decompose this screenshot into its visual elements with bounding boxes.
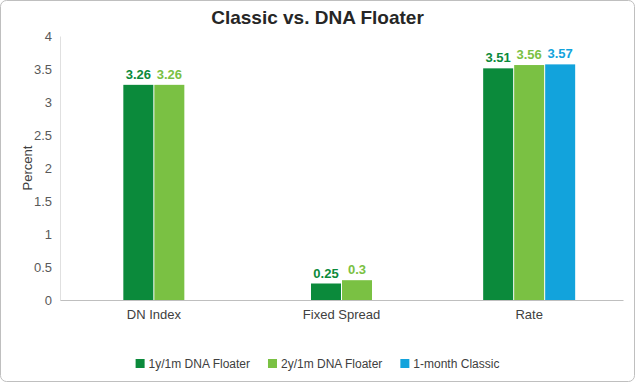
chart-border [1,1,635,382]
x-tick-label: Fixed Spread [303,307,380,322]
y-tick: 0 [45,293,60,308]
y-tick-label: 1 [45,227,52,242]
bar [514,65,544,300]
data-label: 3.26 [126,67,151,82]
x-tick: DN Index [127,300,182,322]
y-tick-label: 3 [45,95,52,110]
legend-item: 1-month Classic [400,357,499,371]
y-tick-label: 2.5 [34,128,52,143]
x-tick-label: Rate [515,307,542,322]
y-tick-label: 4 [45,29,52,44]
y-tick-label: 0.5 [34,260,52,275]
bar [545,64,575,300]
data-label: 3.57 [548,46,573,61]
data-label: 0.25 [313,266,338,281]
x-axis-line [61,300,624,301]
y-tick-label: 2 [45,161,52,176]
x-tick-label: DN Index [127,307,182,322]
x-tick: Rate [515,300,542,322]
data-label: 3.26 [157,67,182,82]
chart: Classic vs. DNA Floater Percent 0 0.5 1 1.5 2 2… [0,0,635,382]
y-tick: 4 [45,29,60,44]
y-tick: 1.5 [34,194,60,209]
legend-label: 2y/1m DNA Floater [281,357,382,371]
data-labels: 3.26 3.26 0.25 0.3 3.51 3.56 3.57 [126,46,573,280]
legend-swatch [136,359,145,368]
data-label: 3.56 [517,47,542,62]
legend: 1y/1m DNA Floater 2y/1m DNA Floater 1-mont… [136,357,500,371]
y-axis-title: Percent [20,145,35,190]
y-tick-label: 3.5 [34,62,52,77]
data-label: 0.3 [348,262,366,277]
bar [311,284,341,301]
bar [123,85,153,300]
y-tick-label: 0 [45,293,52,308]
bar [154,85,184,300]
y-tick: 3.5 [34,62,60,77]
legend-item: 1y/1m DNA Floater [136,357,250,371]
bar [342,280,372,300]
legend-item: 2y/1m DNA Floater [268,357,382,371]
y-tick: 1 [45,227,60,242]
legend-swatch [268,359,277,368]
y-tick: 0.5 [34,260,60,275]
y-tick: 2.5 [34,128,60,143]
x-axis: DN Index Fixed Spread Rate [61,300,624,322]
data-label: 3.51 [486,50,511,65]
y-axis-line [60,37,61,301]
bar [483,68,513,300]
legend-swatch [400,359,409,368]
x-tick: Fixed Spread [303,300,380,322]
title: Classic vs. DNA Floater [211,7,424,28]
y-tick: 3 [45,95,60,110]
y-tick: 2 [45,161,60,176]
legend-label: 1y/1m DNA Floater [149,357,250,371]
bars [123,64,575,300]
legend-label: 1-month Classic [413,357,499,371]
y-axis: 0 0.5 1 1.5 2 2.5 3 3.5 4 [34,29,61,308]
y-tick-label: 1.5 [34,194,52,209]
